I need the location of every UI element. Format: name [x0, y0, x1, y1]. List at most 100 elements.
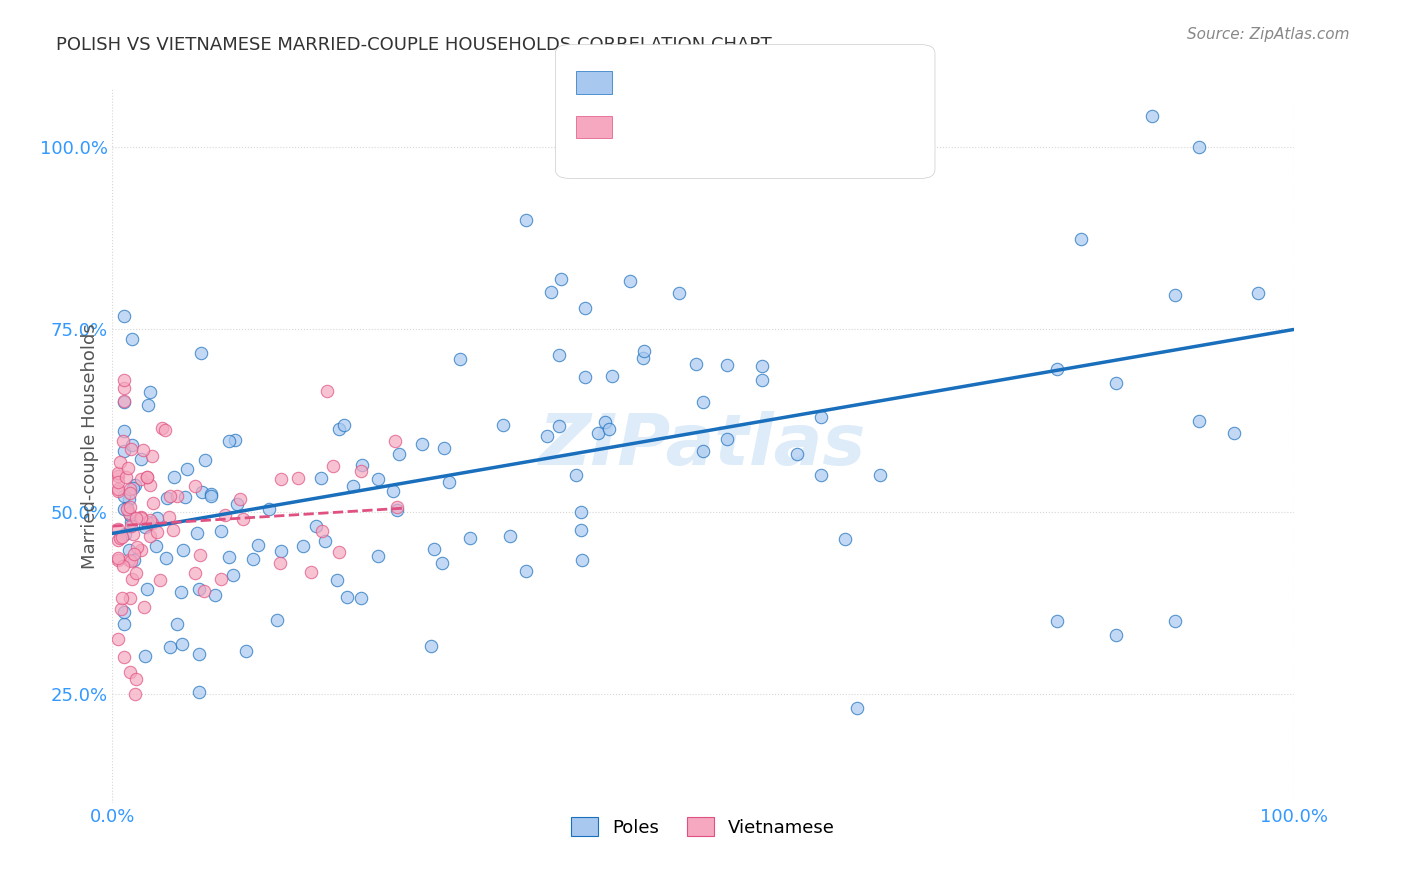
Vietnamese: [124, 566, 146, 580]
Poles: [145, 540, 167, 554]
Vietnamese: [112, 394, 135, 409]
Poles: [449, 352, 471, 367]
Poles: [135, 582, 157, 596]
Poles: [187, 647, 209, 661]
Poles: [420, 639, 443, 653]
Poles: [598, 422, 620, 436]
Point: [1046, 614, 1069, 628]
Poles: [209, 524, 232, 539]
Poles: [112, 605, 135, 619]
Vietnamese: [139, 513, 162, 527]
Poles: [432, 441, 454, 455]
Y-axis label: Married-couple Households: Married-couple Households: [80, 323, 98, 569]
Point: [1188, 140, 1211, 154]
Vietnamese: [229, 492, 252, 507]
Vietnamese: [287, 471, 309, 485]
Vietnamese: [118, 553, 141, 567]
Poles: [155, 551, 177, 566]
Vietnamese: [118, 507, 141, 521]
Vietnamese: [120, 483, 142, 497]
Vietnamese: [136, 469, 159, 483]
Vietnamese: [121, 442, 143, 456]
Poles: [121, 332, 143, 346]
Vietnamese: [139, 529, 162, 543]
Poles: [112, 617, 135, 632]
Poles: [548, 419, 571, 434]
Vietnamese: [385, 500, 408, 515]
Poles: [200, 486, 222, 500]
Point: [515, 213, 537, 227]
Poles: [305, 519, 328, 533]
Vietnamese: [153, 424, 176, 438]
Text: 118: 118: [745, 71, 783, 89]
Poles: [112, 501, 135, 516]
Poles: [138, 384, 160, 399]
Poles: [242, 551, 264, 566]
Vietnamese: [214, 508, 236, 522]
Poles: [266, 613, 288, 627]
Poles: [810, 410, 832, 425]
Vietnamese: [232, 512, 254, 526]
Poles: [352, 458, 374, 472]
Vietnamese: [107, 475, 129, 490]
Poles: [439, 475, 461, 489]
Poles: [565, 467, 588, 482]
Vietnamese: [127, 540, 149, 554]
Poles: [163, 470, 186, 484]
Poles: [121, 438, 143, 452]
Poles: [176, 462, 198, 476]
Point: [125, 672, 148, 686]
Vietnamese: [107, 482, 129, 496]
Point: [112, 650, 135, 665]
Poles: [156, 491, 179, 505]
Poles: [432, 556, 454, 570]
Poles: [536, 429, 558, 443]
Vietnamese: [269, 557, 291, 571]
Poles: [574, 370, 596, 384]
Point: [810, 468, 832, 483]
Point: [845, 701, 868, 715]
Poles: [112, 395, 135, 409]
Vietnamese: [107, 632, 129, 647]
Poles: [716, 358, 738, 372]
Poles: [388, 447, 411, 461]
Poles: [224, 434, 246, 448]
Vietnamese: [112, 558, 135, 573]
Poles: [692, 444, 714, 458]
Vietnamese: [111, 530, 134, 544]
Poles: [191, 485, 214, 500]
Poles: [382, 484, 405, 499]
Vietnamese: [328, 544, 350, 558]
Text: 0.369: 0.369: [651, 71, 707, 89]
Vietnamese: [299, 566, 322, 580]
Vietnamese: [157, 510, 180, 524]
Vietnamese: [135, 469, 157, 483]
Poles: [246, 538, 269, 552]
Poles: [1046, 362, 1069, 376]
Poles: [367, 472, 389, 486]
Vietnamese: [107, 533, 129, 548]
Poles: [569, 523, 592, 537]
Vietnamese: [117, 501, 139, 516]
Vietnamese: [107, 469, 129, 483]
Text: 0.116: 0.116: [651, 116, 707, 134]
Vietnamese: [146, 524, 169, 539]
Poles: [385, 503, 408, 517]
Poles: [120, 508, 142, 522]
Poles: [204, 588, 226, 602]
Poles: [186, 525, 208, 540]
Vietnamese: [166, 489, 188, 503]
Poles: [411, 437, 433, 451]
Vietnamese: [322, 459, 344, 474]
Poles: [314, 533, 336, 548]
Poles: [188, 582, 211, 596]
Poles: [170, 637, 193, 651]
Poles: [291, 539, 314, 553]
Vietnamese: [141, 516, 163, 530]
Poles: [515, 564, 537, 578]
Poles: [571, 505, 593, 519]
Poles: [336, 590, 359, 604]
Poles: [146, 511, 169, 525]
Poles: [834, 533, 856, 547]
Point: [550, 271, 572, 285]
